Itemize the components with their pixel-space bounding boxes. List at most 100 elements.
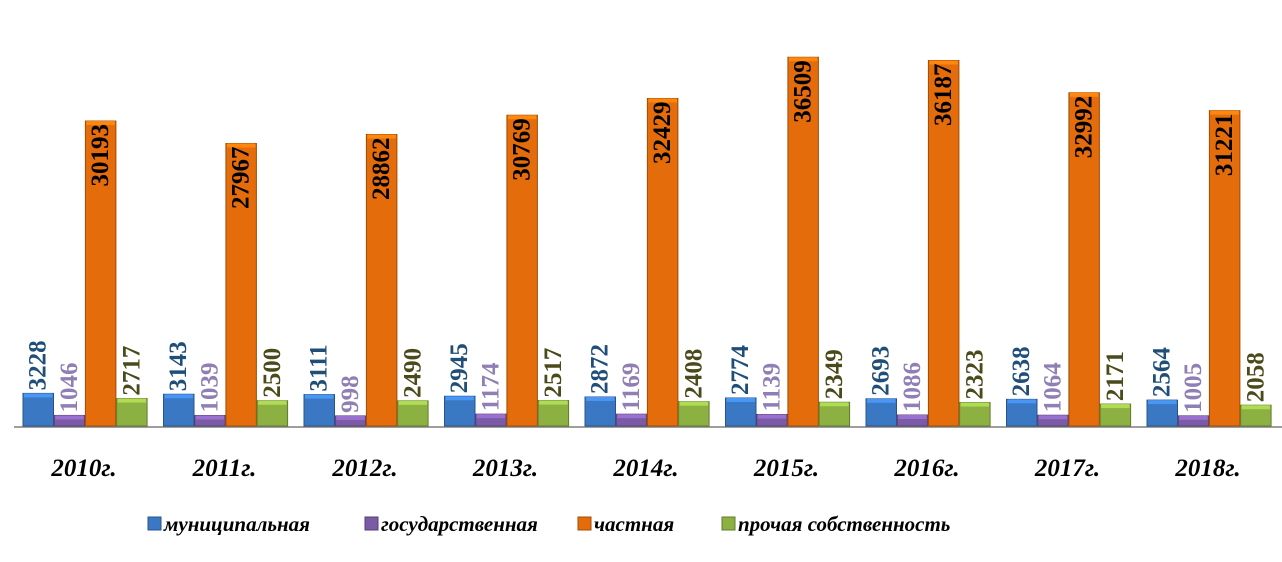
value-label: 1086 — [899, 362, 926, 412]
value-label: 1039 — [196, 363, 223, 413]
value-label: 30769 — [509, 118, 536, 180]
bar-top — [476, 414, 506, 419]
value-label: 3228 — [25, 340, 52, 390]
bar — [22, 392, 54, 427]
value-label: 2517 — [540, 348, 567, 398]
bar-top — [1148, 400, 1177, 405]
bar-top — [55, 415, 84, 420]
value-label: 36509 — [790, 60, 817, 123]
bar-top — [788, 57, 818, 62]
value-label: 2058 — [1242, 352, 1269, 402]
bar-top — [898, 415, 927, 420]
bar-top — [1241, 405, 1271, 410]
value-label: 1139 — [758, 363, 785, 412]
bar — [865, 398, 897, 427]
value-label: 27967 — [228, 147, 255, 210]
bar — [163, 393, 195, 427]
legend-swatch — [364, 516, 379, 531]
bar — [725, 397, 757, 427]
bar-top — [258, 400, 287, 405]
x-tick-label: 2012г. — [331, 455, 397, 482]
value-label: 2408 — [680, 349, 707, 399]
legend-label: государственная — [381, 512, 538, 536]
value-label: 2171 — [1102, 351, 1129, 401]
legend-label: муниципальная — [163, 512, 310, 536]
value-label: 2945 — [446, 343, 473, 393]
value-label: 32992 — [1071, 96, 1098, 158]
bar — [1146, 399, 1178, 427]
legend-swatch — [721, 516, 736, 531]
bar-top — [726, 397, 755, 402]
value-label: 1064 — [1039, 362, 1066, 413]
x-tick-label: 2016г. — [893, 455, 959, 482]
bar-top — [960, 402, 990, 407]
value-label: 2872 — [587, 344, 614, 394]
bar — [116, 398, 148, 427]
legend-swatch — [147, 516, 162, 531]
bar — [84, 120, 117, 427]
bar-top — [1210, 110, 1239, 115]
value-label: 1046 — [56, 362, 83, 412]
x-tick-label: 2010г. — [50, 455, 116, 482]
value-label: 2638 — [1008, 346, 1035, 396]
value-label: 1174 — [477, 362, 504, 411]
bar-top — [226, 143, 256, 148]
bar-top — [648, 98, 677, 103]
bar-top — [679, 401, 709, 406]
bar-top — [820, 402, 849, 407]
legend-label: частная — [594, 512, 674, 536]
value-label: 30193 — [87, 124, 114, 187]
value-label: 36187 — [930, 64, 957, 127]
legend-swatch — [577, 516, 592, 531]
bar-top — [1007, 399, 1036, 404]
x-tick-label: 2015г. — [753, 455, 819, 482]
bar-top — [398, 400, 428, 405]
bar-top — [539, 400, 568, 405]
bar-top — [617, 414, 646, 419]
value-label: 2500 — [259, 348, 286, 398]
bar-top — [929, 60, 958, 65]
bar-top — [336, 415, 365, 420]
bar-top — [1179, 415, 1208, 420]
bar — [1208, 110, 1241, 427]
value-label: 2564 — [1149, 347, 1176, 398]
bar-top — [117, 398, 147, 403]
bar-top — [24, 393, 53, 398]
x-tick-label: 2017г. — [1034, 455, 1100, 482]
value-label: 2693 — [868, 346, 895, 396]
bar-top — [507, 115, 537, 120]
bar-top — [867, 398, 896, 403]
bar — [303, 394, 335, 427]
bar — [365, 133, 398, 427]
bar — [584, 396, 616, 427]
value-label: 2490 — [399, 348, 426, 398]
value-label: 1005 — [1180, 363, 1207, 413]
value-label: 3111 — [306, 344, 333, 391]
bar — [1068, 92, 1100, 427]
value-label: 2323 — [961, 350, 988, 400]
bar-top — [86, 121, 115, 126]
value-label: 998 — [337, 375, 364, 413]
bar-top — [305, 394, 334, 399]
bar — [444, 395, 476, 427]
value-label: 3143 — [165, 341, 192, 391]
bar-top — [195, 415, 225, 420]
bar-top — [1101, 404, 1130, 409]
bar-top — [164, 394, 193, 399]
bar-top — [757, 414, 787, 419]
x-tick-label: 2011г. — [192, 455, 257, 482]
bar — [225, 143, 257, 427]
value-label: 31221 — [1211, 114, 1238, 177]
bar — [397, 400, 429, 427]
bar-top — [367, 134, 396, 139]
bar — [787, 56, 819, 427]
value-label: 2349 — [821, 349, 848, 399]
x-tick-label: 2014г. — [612, 455, 678, 482]
bar-top — [445, 396, 474, 401]
value-label: 2717 — [118, 346, 145, 396]
value-label: 2774 — [727, 344, 754, 395]
bar-top — [1038, 415, 1068, 420]
value-label: 1169 — [618, 363, 645, 412]
bar-top — [586, 396, 615, 401]
value-label: 28862 — [368, 137, 395, 200]
